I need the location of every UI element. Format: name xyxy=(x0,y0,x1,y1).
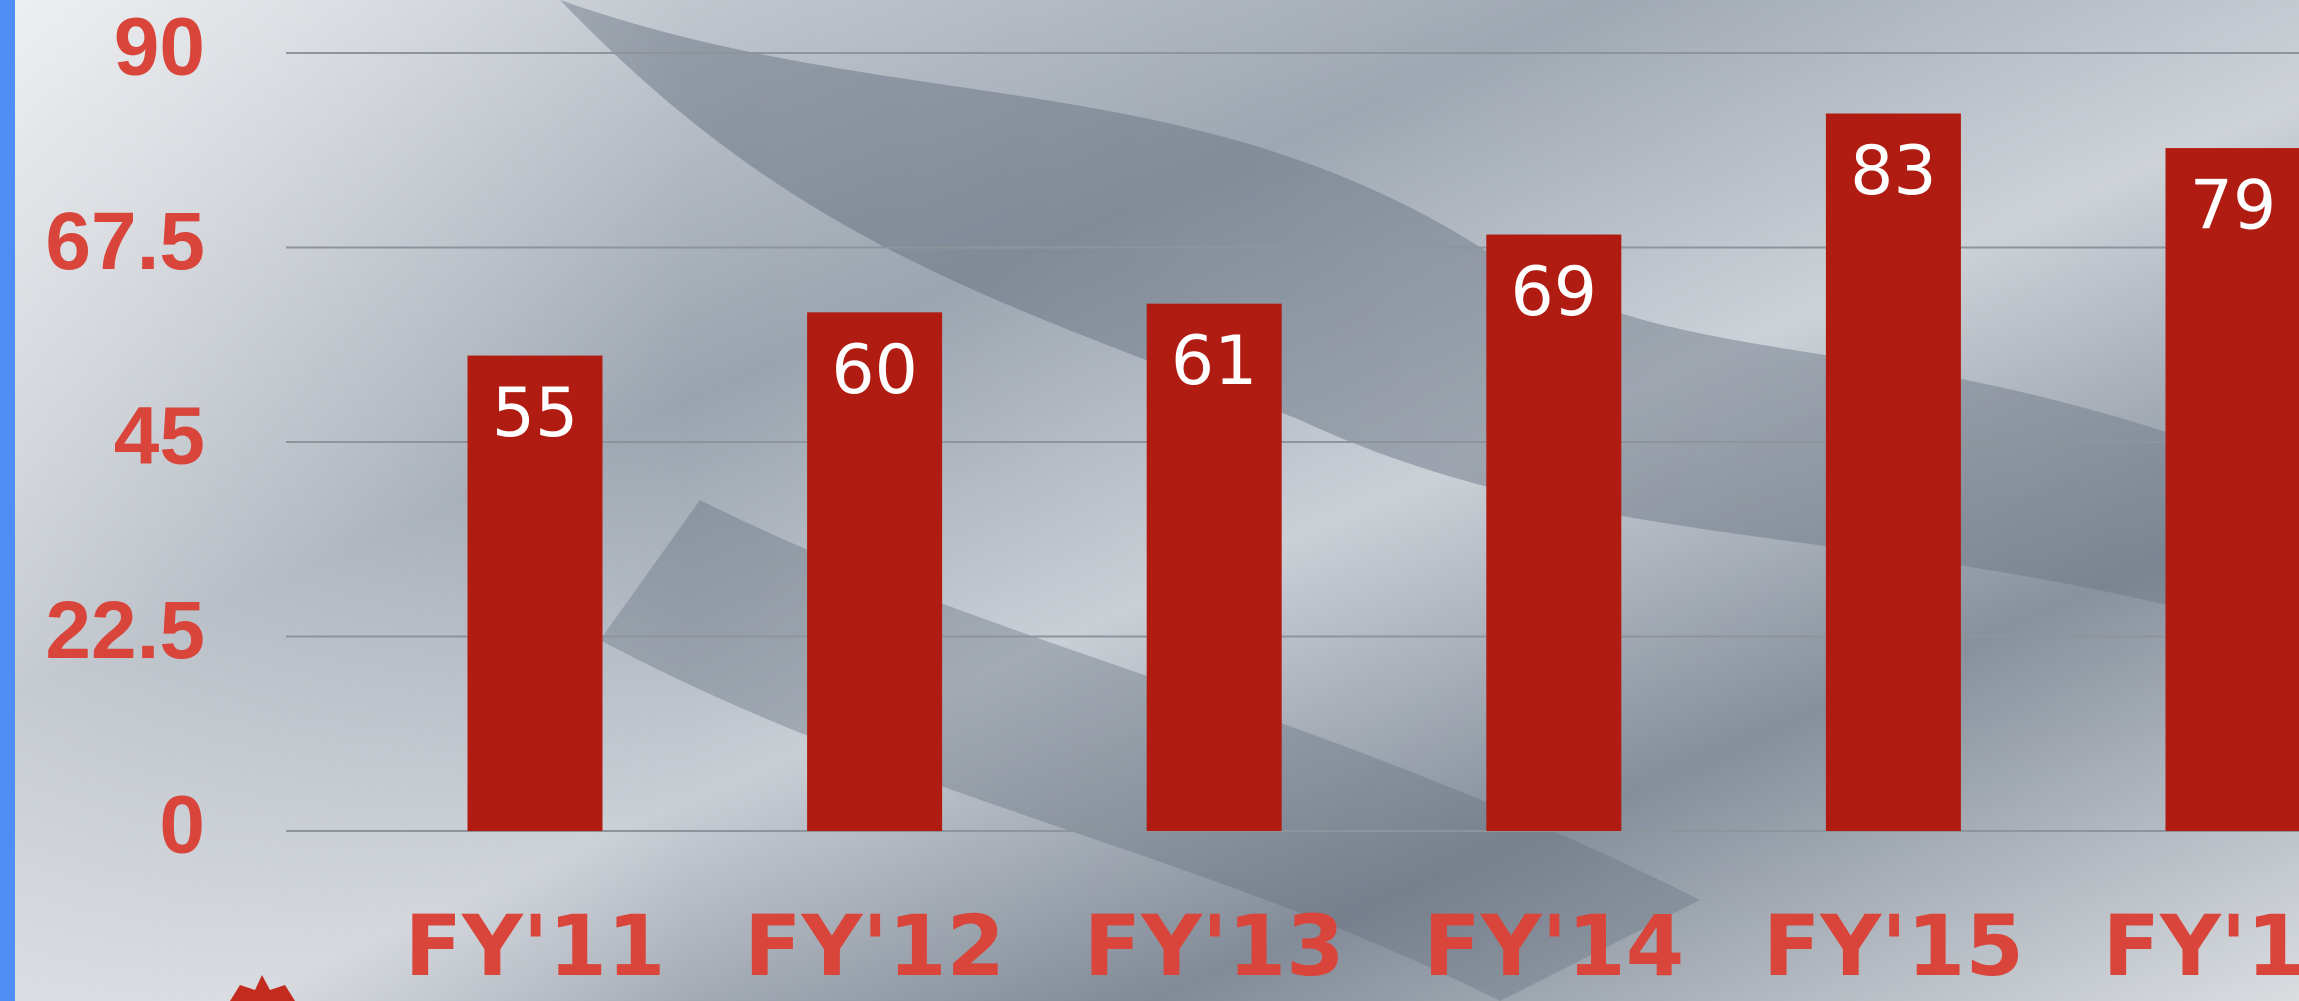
side-strip xyxy=(0,0,15,1001)
bar xyxy=(1825,113,1961,831)
x-tick-label: FY'11 xyxy=(405,897,666,995)
grid: 0 22.5 45 67.5 90 xyxy=(45,2,2299,871)
y-tick-label: 22.5 xyxy=(45,585,205,676)
x-tick-label: FY'15 xyxy=(1763,897,2024,995)
bar xyxy=(1486,234,1622,832)
value-label: 79 xyxy=(2190,167,2277,246)
bar xyxy=(1146,303,1282,831)
value-label: 69 xyxy=(1511,253,1598,332)
y-tick-label: 0 xyxy=(159,780,205,871)
value-label: 55 xyxy=(492,374,579,453)
bar xyxy=(467,355,603,831)
value-label: 60 xyxy=(831,331,918,410)
bar xyxy=(2165,148,2299,832)
x-tick-label: FY'12 xyxy=(744,897,1005,995)
y-tick-label: 90 xyxy=(114,2,205,93)
bars: 55 FY'11 60 FY'12 61 FY'13 69 FY'14 83 FY'15 79 FY'… xyxy=(405,113,2299,995)
x-tick-label: FY'16 xyxy=(2103,897,2299,995)
value-label: 61 xyxy=(1171,322,1258,401)
bar xyxy=(807,312,943,831)
value-label: 83 xyxy=(1850,132,1937,211)
x-tick-label: FY'14 xyxy=(1423,897,1684,995)
y-tick-label: 45 xyxy=(114,391,205,482)
x-tick-label: FY'13 xyxy=(1084,897,1345,995)
y-tick-label: 67.5 xyxy=(45,196,205,287)
maple-leaf-icon xyxy=(230,975,295,1001)
